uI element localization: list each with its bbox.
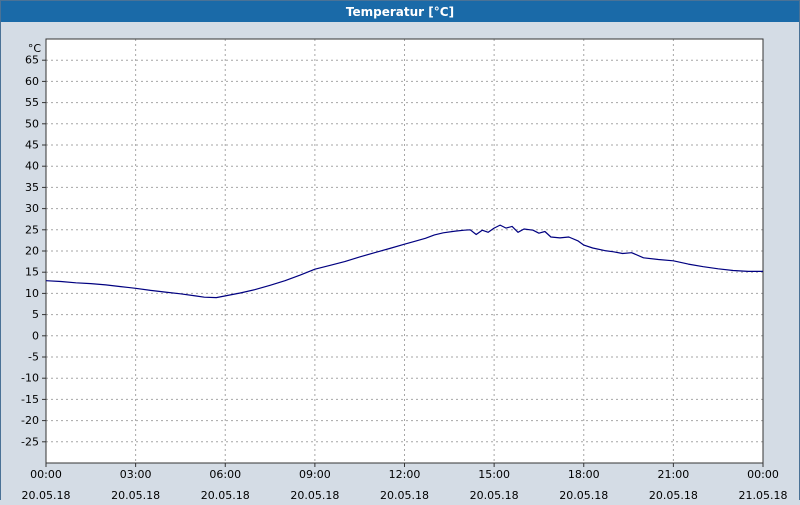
x-tick-date: 20.05.18 — [649, 489, 698, 501]
temperature-chart: °C65605550454035302520151050-5-10-15-20-… — [21, 38, 788, 502]
axis-labels: °C65605550454035302520151050-5-10-15-20-… — [21, 42, 788, 502]
x-tick-date: 20.05.18 — [470, 489, 519, 501]
tick-marks — [42, 59, 764, 467]
gridlines — [46, 39, 763, 463]
y-tick-label: 60 — [25, 75, 39, 88]
y-tick-label: 65 — [25, 54, 39, 67]
x-tick-time: 00:00 — [30, 468, 62, 481]
y-tick-label: 25 — [25, 223, 39, 236]
x-tick-time: 06:00 — [209, 468, 241, 481]
x-tick-time: 21:00 — [658, 468, 690, 481]
y-tick-label: 55 — [25, 96, 39, 109]
x-tick-date: 20.05.18 — [22, 489, 71, 501]
y-tick-label: 10 — [25, 287, 39, 300]
y-tick-label: 0 — [32, 329, 39, 342]
y-tick-label: 35 — [25, 181, 39, 194]
y-tick-label: 30 — [25, 202, 39, 215]
y-tick-label: 45 — [25, 139, 39, 152]
y-tick-label: -10 — [21, 372, 39, 385]
x-tick-time: 12:00 — [389, 468, 421, 481]
y-tick-label: 20 — [25, 245, 39, 258]
x-tick-date: 20.05.18 — [290, 489, 339, 501]
x-tick-date: 20.05.18 — [111, 489, 160, 501]
x-tick-time: 03:00 — [120, 468, 152, 481]
chart-panel: °C 65 60 55 50 45 40 35 30 25 20 15 10 5 0 -5 -10 -15 -20-… — [1, 22, 799, 505]
title-bar[interactable]: Temperatur [°C] — [1, 1, 799, 22]
y-tick-label: 40 — [25, 160, 39, 173]
y-tick-label: -25 — [21, 435, 39, 448]
y-axis-unit: °C — [28, 42, 42, 55]
x-tick-time: 15:00 — [478, 468, 510, 481]
x-tick-time: 09:00 — [299, 468, 331, 481]
y-tick-label: 50 — [25, 117, 39, 130]
temperature-series-line — [45, 224, 763, 299]
y-tick-label: -15 — [21, 393, 39, 406]
x-tick-date: 20.05.18 — [201, 489, 250, 501]
y-tick-label: 5 — [32, 308, 39, 321]
y-tick-label: -5 — [28, 351, 39, 364]
y-tick-label: -20 — [21, 414, 39, 427]
x-tick-date: 20.05.18 — [380, 489, 429, 501]
x-tick-date: 21.05.18 — [739, 489, 788, 501]
x-tick-time: 00:00 — [747, 468, 779, 481]
x-tick-date: 20.05.18 — [559, 489, 608, 501]
x-tick-time: 18:00 — [568, 468, 600, 481]
y-tick-label: 15 — [25, 266, 39, 279]
window-title: Temperatur [°C] — [345, 4, 455, 19]
